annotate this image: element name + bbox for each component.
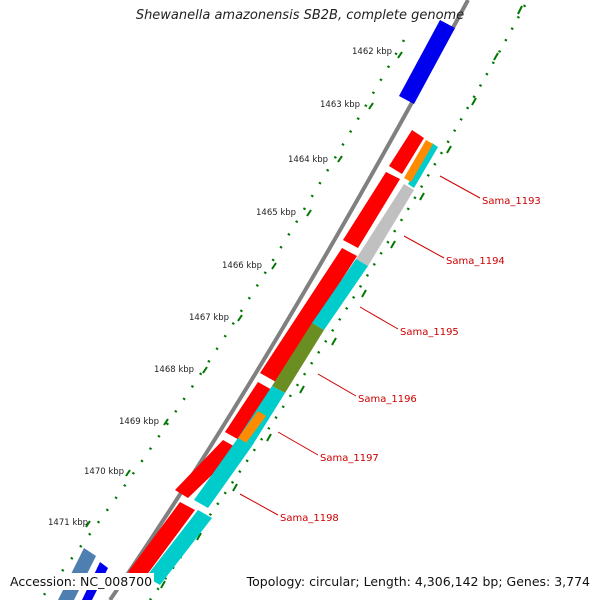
- tick-label: 1466 kbp: [222, 261, 262, 271]
- tick-label: 1467 kbp: [189, 313, 229, 323]
- gene-track: [146, 140, 438, 585]
- gene-sama-1194: [356, 184, 414, 266]
- gene-label[interactable]: Sama_1197: [320, 453, 379, 464]
- genome-summary: Topology: circular; Length: 4,306,142 bp…: [244, 573, 592, 590]
- tick-label: 1468 kbp: [154, 365, 194, 375]
- map-title: Shewanella amazonensis SB2B, complete ge…: [135, 8, 465, 23]
- gene-sama-1195: [312, 259, 368, 330]
- accession-text: Accession: NC_008700: [8, 573, 155, 590]
- tick-label: 1462 kbp: [352, 47, 392, 57]
- inner-ticks: [160, 5, 523, 589]
- cds-feature: [225, 382, 274, 441]
- forward-cds-track: [128, 130, 424, 580]
- gene-sama-1193-orange: [404, 140, 433, 182]
- gene-sama-1197-orange: [238, 411, 266, 443]
- gene-label[interactable]: Sama_1195: [400, 327, 459, 338]
- callout-lines: [239, 175, 481, 516]
- outer-dotted-ring: [39, 39, 406, 600]
- tick-label: 1469 kbp: [119, 417, 159, 427]
- gene-label[interactable]: Sama_1193: [482, 196, 541, 207]
- gene-sama-1198-b: [146, 510, 212, 585]
- inner-dotted-ring: [148, 4, 527, 600]
- cds-feature: [128, 502, 195, 580]
- outer-ticks: [85, 51, 403, 528]
- tick-labels: 1462 kbp 1463 kbp 1464 kbp 1465 kbp 1466…: [48, 47, 392, 528]
- gene-sama-1198-a: [194, 438, 252, 508]
- cds-feature: [175, 440, 239, 498]
- cds-feature: [389, 130, 424, 174]
- gene-label[interactable]: Sama_1194: [446, 256, 505, 267]
- tick-label: 1463 kbp: [320, 100, 360, 110]
- gene-sama-1193-cyan: [408, 143, 438, 188]
- tick-label: 1470 kbp: [84, 467, 124, 477]
- cds-feature: [343, 172, 400, 248]
- gene-label[interactable]: Sama_1198: [280, 513, 339, 524]
- gene-labels: Sama_1193 Sama_1194 Sama_1195 Sama_1196 …: [280, 196, 541, 524]
- cds-feature: [260, 248, 357, 382]
- cds-feature-blue: [399, 20, 455, 104]
- tick-label: 1464 kbp: [288, 155, 328, 165]
- tick-label: 1471 kbp: [48, 518, 88, 528]
- gene-label[interactable]: Sama_1196: [358, 394, 417, 405]
- tick-label: 1465 kbp: [256, 208, 296, 218]
- gene-sama-1196: [272, 323, 324, 393]
